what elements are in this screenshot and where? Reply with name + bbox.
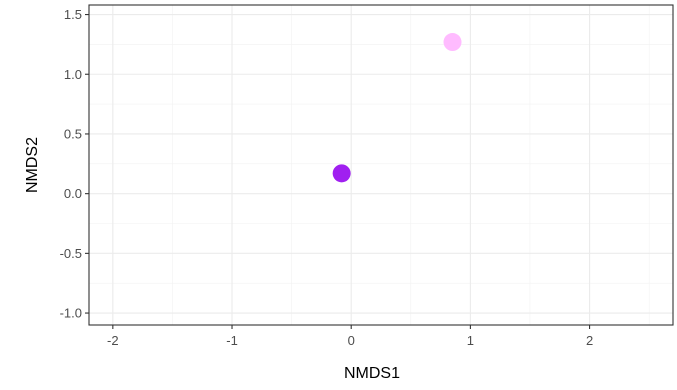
x-axis-title: NMDS1 [344, 365, 400, 382]
y-tick-label: 1.0 [64, 67, 82, 82]
y-tick-label: 0.5 [64, 126, 82, 141]
points-layer [332, 33, 462, 183]
y-axis-title: NMDS2 [24, 137, 41, 193]
x-tick-label: 2 [586, 333, 593, 348]
y-tick-label: 1.5 [64, 7, 82, 22]
data-point [443, 33, 462, 52]
x-tick-label: 1 [467, 333, 474, 348]
y-tick-label: 0.0 [64, 186, 82, 201]
y-tick-label: -1.0 [60, 306, 82, 321]
x-tick-label: -2 [107, 333, 119, 348]
x-tick-label: 0 [348, 333, 355, 348]
y-tick-label: -0.5 [60, 246, 82, 261]
plot-panel-border [88, 4, 674, 326]
x-tick-label: -1 [226, 333, 238, 348]
data-point [332, 164, 351, 183]
ticks-layer: -2 -1 0 1 2 -1.0 -0.5 0.0 0.5 1.0 1.5 [60, 7, 594, 348]
grid-layer [89, 5, 673, 325]
